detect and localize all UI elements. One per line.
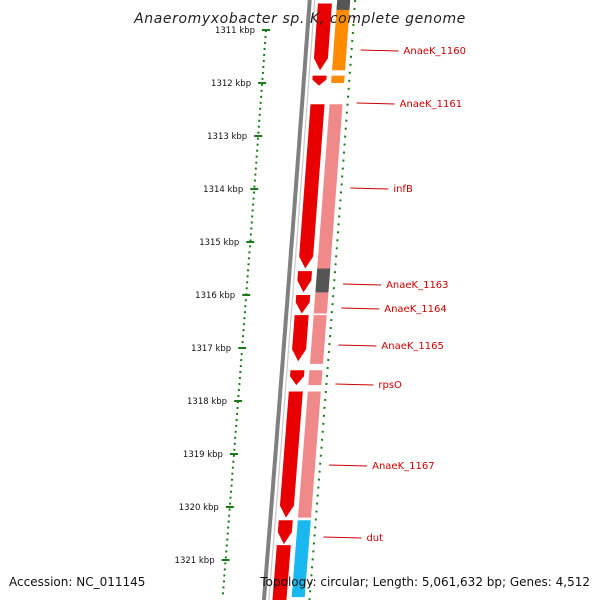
kbp-label: 1315 kbp	[199, 238, 239, 248]
gene-leader-line	[323, 536, 362, 539]
cds-arrow	[313, 3, 332, 71]
gene-labels: AnaeK_1160 AnaeK_1161 infB AnaeK_1163 AnaeK_…	[323, 46, 466, 544]
gene-label: AnaeK_1167	[372, 461, 434, 472]
gene-band	[315, 268, 331, 293]
gene-leader-line	[338, 344, 377, 347]
cds-arrow	[272, 545, 291, 600]
gene-label: AnaeK_1160	[404, 46, 466, 57]
kbp-label: 1320 kbp	[179, 503, 219, 513]
gene-band	[336, 0, 351, 10]
cds-arrow	[277, 520, 293, 545]
accession-text: Accession: NC_011145	[9, 575, 145, 589]
gene-band	[308, 370, 323, 386]
gene-band	[332, 3, 350, 71]
gene-leader-line	[341, 307, 380, 310]
cds-arrow	[312, 75, 327, 86]
gene-leader-line	[356, 102, 395, 105]
gene-label: infB	[393, 184, 413, 195]
kbp-ruler: 1311 kbp 1312 kbp 1313 kbp 1314 kbp 1315 kbp…	[175, 0, 357, 600]
kbp-label: 1316 kbp	[195, 291, 235, 301]
cds-arrow	[297, 271, 313, 293]
map-layer	[261, 0, 351, 600]
gene-band	[313, 295, 329, 314]
topology-text: Topology: circular; Length: 5,061,632 bp…	[259, 575, 590, 589]
gene-leader-line	[343, 283, 382, 286]
gene-label: rpsO	[378, 380, 402, 391]
backbone-line	[268, 0, 316, 600]
kbp-label: 1312 kbp	[211, 79, 251, 89]
kbp-label: 1318 kbp	[187, 397, 227, 407]
gene-label: AnaeK_1164	[384, 304, 446, 315]
cds-arrow	[290, 370, 305, 386]
gene-leader-line	[350, 187, 389, 190]
kbp-label: 1314 kbp	[203, 185, 243, 195]
kbp-label: 1317 kbp	[191, 344, 231, 354]
gene-leader-line	[335, 383, 374, 386]
map-title: Anaeromyxobacter sp. K, complete genome	[133, 11, 466, 27]
gene-band	[291, 520, 311, 598]
cds-arrow	[299, 104, 325, 269]
kbp-label: 1321 kbp	[175, 556, 215, 566]
gene-label: AnaeK_1161	[400, 99, 462, 110]
gene-band	[331, 75, 345, 83]
gene-band	[297, 391, 321, 518]
backbone-line	[261, 0, 312, 600]
cds-arrow	[295, 295, 311, 314]
kbp-label: 1319 kbp	[183, 450, 223, 460]
kbp-label: 1313 kbp	[207, 132, 247, 142]
gene-label: AnaeK_1165	[381, 341, 443, 352]
gene-leader-line	[360, 49, 399, 52]
gene-band	[314, 104, 343, 311]
gene-label: AnaeK_1163	[386, 280, 448, 291]
cds-arrow	[279, 391, 303, 518]
kbp-label: 1311 kbp	[215, 26, 255, 36]
gene-label: dut	[366, 533, 383, 544]
gene-leader-line	[329, 464, 368, 467]
gene-band	[309, 315, 327, 364]
ruler-dotted-line	[221, 29, 267, 599]
cds-arrow	[292, 315, 309, 362]
